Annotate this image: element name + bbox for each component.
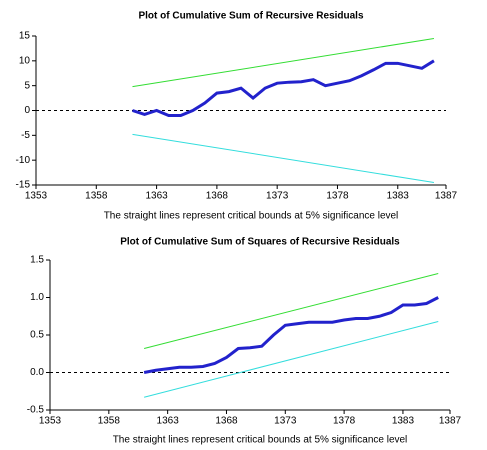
x-tick-label: 1378 xyxy=(326,191,349,202)
x-tick-label: 1358 xyxy=(98,416,121,427)
x-tick-label: 1373 xyxy=(266,191,289,202)
x-tick-label: 1373 xyxy=(274,416,297,427)
caption: The straight lines represent critical bo… xyxy=(104,211,399,222)
series-line xyxy=(132,61,433,116)
chart-title: Plot of Cumulative Sum of Squares of Rec… xyxy=(120,237,400,248)
x-tick-label: 1383 xyxy=(392,416,415,427)
series-line xyxy=(144,322,438,398)
series-line xyxy=(144,298,438,373)
page: Plot of Cumulative Sum of Recursive Resi… xyxy=(0,0,487,450)
y-tick-label: 10 xyxy=(19,55,31,66)
x-tick-label: 1358 xyxy=(85,191,108,202)
y-tick-label: 5 xyxy=(24,80,30,91)
y-tick-label: -5 xyxy=(21,130,30,141)
y-tick-label: 0 xyxy=(24,105,30,116)
x-tick-label: 1378 xyxy=(333,416,356,427)
x-tick-label: 1368 xyxy=(215,416,238,427)
y-tick-label: 15 xyxy=(19,31,31,42)
x-tick-label: 1368 xyxy=(206,191,229,202)
x-tick-label: 1353 xyxy=(39,416,62,427)
caption: The straight lines represent critical bo… xyxy=(113,435,408,446)
y-tick-label: -10 xyxy=(16,155,31,166)
series-line xyxy=(132,134,433,182)
y-tick-label: 0.0 xyxy=(30,367,44,378)
x-tick-label: 1353 xyxy=(25,191,48,202)
chart-title: Plot of Cumulative Sum of Recursive Resi… xyxy=(138,11,363,22)
x-tick-label: 1387 xyxy=(435,191,458,202)
y-tick-label: 1.5 xyxy=(30,255,44,266)
y-tick-label: -15 xyxy=(16,180,31,191)
y-tick-label: -0.5 xyxy=(27,405,45,416)
x-tick-label: 1387 xyxy=(439,416,462,427)
y-tick-label: 1.0 xyxy=(30,292,44,303)
x-tick-label: 1363 xyxy=(145,191,168,202)
y-tick-label: 0.5 xyxy=(30,330,44,341)
x-tick-label: 1363 xyxy=(157,416,180,427)
x-tick-label: 1383 xyxy=(387,191,410,202)
